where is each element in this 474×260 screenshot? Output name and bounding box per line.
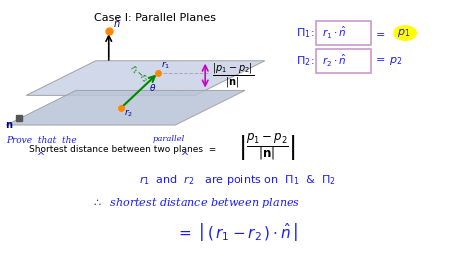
Text: $= \;\left|\, \left(\,r_1 - r_2\,\right) \cdot \hat{n}\, \right|$: $= \;\left|\, \left(\,r_1 - r_2\,\right)… — [176, 221, 298, 243]
Text: $\therefore$  shortest distance between planes: $\therefore$ shortest distance between p… — [91, 196, 300, 210]
Text: Shortest distance between two planes  =: Shortest distance between two planes = — [29, 145, 217, 154]
Text: $\left|\dfrac{p_1-p_2}{|\mathbf{n}|}\right|$: $\left|\dfrac{p_1-p_2}{|\mathbf{n}|}\rig… — [238, 132, 295, 163]
FancyBboxPatch shape — [316, 21, 371, 45]
Text: parallel: parallel — [153, 135, 185, 143]
Text: $= \;$: $= \;$ — [373, 28, 385, 38]
Text: ^: ^ — [182, 152, 190, 162]
Text: $r_1$  and  $r_2$   are points on  $\Pi_1$  &  $\Pi_2$: $r_1$ and $r_2$ are points on $\Pi_1$ & … — [138, 173, 336, 186]
Text: $p_1$: $p_1$ — [397, 27, 410, 39]
Ellipse shape — [346, 54, 363, 68]
Text: Prove  that  the: Prove that the — [6, 136, 77, 145]
Text: $r_2$: $r_2$ — [124, 107, 133, 119]
Polygon shape — [6, 90, 245, 125]
Ellipse shape — [346, 26, 363, 40]
Text: $\Pi_1\!:$: $\Pi_1\!:$ — [296, 26, 314, 40]
Text: $\dfrac{|p_1-p_2|}{|\mathbf{n}|}$: $\dfrac{|p_1-p_2|}{|\mathbf{n}|}$ — [212, 62, 255, 90]
Text: $r_2 \cdot \hat{n}$: $r_2 \cdot \hat{n}$ — [321, 53, 346, 69]
Polygon shape — [26, 61, 265, 95]
Text: Case I: Parallel Planes: Case I: Parallel Planes — [94, 13, 217, 23]
Text: $r_1\!-\!r_2$: $r_1\!-\!r_2$ — [127, 63, 150, 86]
Text: $\theta$: $\theta$ — [148, 82, 156, 93]
Text: $\mathbf{n}$: $\mathbf{n}$ — [5, 120, 14, 130]
Text: $r_1$: $r_1$ — [162, 60, 171, 71]
Text: $= \; p_2$: $= \; p_2$ — [373, 55, 403, 67]
Text: $\hat{n}$: $\hat{n}$ — [113, 16, 120, 30]
Ellipse shape — [393, 25, 417, 41]
FancyBboxPatch shape — [316, 49, 371, 73]
Text: $r_1 \cdot \hat{n}$: $r_1 \cdot \hat{n}$ — [321, 25, 346, 41]
Text: ^: ^ — [37, 152, 46, 162]
Text: $\Pi_2\!:$: $\Pi_2\!:$ — [296, 54, 314, 68]
